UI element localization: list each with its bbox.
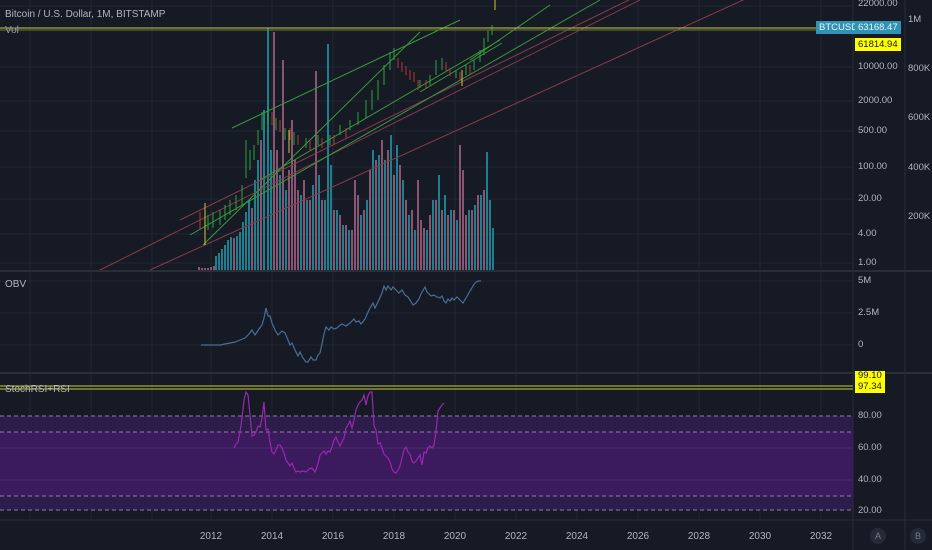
volume-tick: 400K bbox=[908, 162, 931, 173]
time-tick: 2028 bbox=[687, 531, 711, 542]
horizontal-line-price-tag: 61814.94 bbox=[855, 38, 901, 51]
price-tick: 4.00 bbox=[858, 228, 877, 239]
obv-line bbox=[201, 280, 481, 363]
rsi-inner-band bbox=[0, 432, 853, 496]
trend-lines-red bbox=[99, 0, 745, 271]
price-tick: 1.00 bbox=[858, 257, 877, 268]
scale-b-button[interactable]: B bbox=[910, 528, 926, 544]
price-tick: 100.00 bbox=[858, 161, 888, 172]
rsi-levels bbox=[0, 415, 853, 511]
obv-tick: 5M bbox=[858, 275, 872, 286]
rsi-line bbox=[233, 390, 445, 474]
rsi-current-value-tag: 97.34 bbox=[855, 380, 885, 393]
rsi-tick: 20.00 bbox=[858, 505, 882, 516]
time-tick: 2030 bbox=[748, 531, 772, 542]
time-tick: 2020 bbox=[443, 531, 467, 542]
symbol-title[interactable]: Bitcoin / U.S. Dollar, 1M, BITSTAMP bbox=[5, 9, 166, 20]
time-tick: 2012 bbox=[199, 531, 223, 542]
time-tick: 2016 bbox=[321, 531, 345, 542]
time-tick: 2014 bbox=[260, 531, 284, 542]
last-price-tag: 63168.47 bbox=[855, 21, 901, 34]
rsi-hidden-value-tag: 99.10 bbox=[855, 371, 885, 380]
rsi-tick: 40.00 bbox=[858, 474, 882, 485]
auto-scale-button[interactable]: A bbox=[870, 528, 886, 544]
candles bbox=[199, 0, 496, 245]
time-tick: 2024 bbox=[565, 531, 589, 542]
price-tick: 22000.00 bbox=[858, 0, 898, 9]
price-tick: 2000.00 bbox=[858, 95, 893, 106]
obv-tick: 2.5M bbox=[858, 307, 880, 318]
rsi-legend[interactable]: StochRSI+RSI bbox=[5, 384, 70, 395]
volume-tick: 1M bbox=[908, 14, 922, 25]
obv-tick: 0 bbox=[858, 339, 864, 350]
time-tick: 2026 bbox=[626, 531, 650, 542]
price-tick: 500.00 bbox=[858, 125, 888, 136]
price-tick: 10000.00 bbox=[858, 61, 898, 72]
volume-legend[interactable]: Vol bbox=[5, 25, 19, 36]
symbol-tag: BTCUSD bbox=[816, 21, 862, 34]
time-tick: 2022 bbox=[504, 531, 528, 542]
volume-tick: 200K bbox=[908, 211, 931, 222]
obv-legend[interactable]: OBV bbox=[5, 279, 27, 290]
volume-tick: 800K bbox=[908, 63, 931, 74]
rsi-tick: 60.00 bbox=[858, 442, 882, 453]
rsi-tick: 80.00 bbox=[858, 410, 882, 421]
price-tick: 20.00 bbox=[858, 193, 882, 204]
time-tick: 2018 bbox=[382, 531, 406, 542]
time-tick: 2032 bbox=[809, 531, 833, 542]
volume-bars bbox=[198, 28, 494, 270]
volume-tick: 600K bbox=[908, 112, 931, 123]
